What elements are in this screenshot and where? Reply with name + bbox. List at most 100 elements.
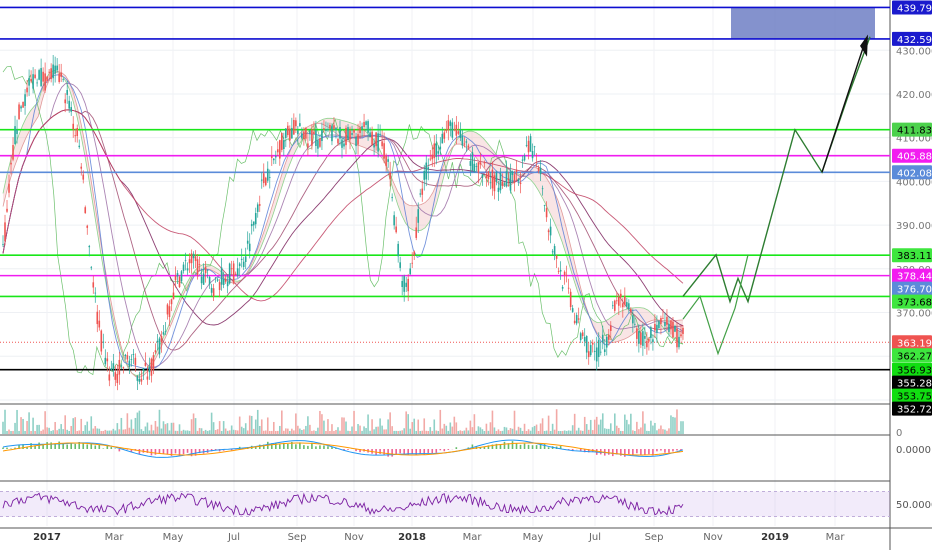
volume-bar [377, 427, 379, 434]
volume-bar [337, 427, 339, 434]
candle-body [155, 350, 157, 352]
candle-body [211, 288, 213, 293]
candle-body [600, 352, 602, 353]
volume-bar [297, 426, 299, 434]
volume-bar [277, 431, 279, 434]
volume-bar [624, 415, 626, 434]
macd-histogram-bar [62, 444, 64, 449]
volume-bar [514, 411, 516, 434]
volume-bar [580, 430, 582, 434]
candle-body [42, 72, 44, 82]
volume-bar [423, 418, 425, 434]
time-tick-label: Nov [344, 532, 364, 543]
candle-body [277, 149, 279, 152]
candle-body [520, 183, 522, 184]
volume-bar [32, 418, 34, 434]
macd-histogram-bar [544, 444, 546, 449]
macd-histogram-bar [648, 449, 650, 454]
candle-body [676, 328, 678, 347]
volume-bar [175, 431, 177, 434]
candle-body [161, 336, 163, 342]
volume-bar [133, 429, 135, 434]
candle-body [638, 331, 640, 344]
volume-bar [429, 427, 431, 434]
volume-bar [544, 431, 546, 434]
price-tag-label: 356.931 [897, 366, 932, 377]
candle-body [544, 205, 546, 206]
volume-bar [526, 431, 528, 434]
volume-bar [283, 431, 285, 434]
candle-body [624, 296, 626, 305]
time-tick-label: Sep [645, 532, 664, 543]
candle-body [339, 127, 341, 138]
candle-body [263, 173, 265, 183]
volume-bar [10, 431, 12, 434]
candle-body [153, 355, 155, 369]
volume-bar [574, 414, 576, 434]
volume-bar [239, 417, 241, 434]
volume-bar [520, 428, 522, 434]
candle-body [590, 345, 592, 355]
volume-bar [107, 431, 109, 434]
volume-bar [315, 431, 317, 434]
candle-body [500, 173, 502, 190]
price-tag: 411.833 [892, 123, 932, 137]
candle-body [644, 336, 646, 339]
candle-body [510, 172, 512, 190]
candle-body [419, 193, 421, 194]
volume-bar [670, 415, 672, 434]
candle-body [417, 209, 419, 223]
volume-bar [680, 421, 682, 434]
volume-bar [189, 431, 191, 434]
candle-body [415, 227, 417, 237]
candle-body [173, 293, 175, 300]
candle-body [536, 162, 538, 163]
volume-bar [405, 411, 407, 434]
candle-body [72, 124, 74, 130]
macd-histogram-bar [70, 443, 72, 449]
candle-body [345, 128, 347, 145]
volume-bar [109, 431, 111, 434]
volume-bar [293, 430, 295, 434]
candle-body [219, 282, 221, 290]
candle-body [612, 305, 614, 306]
candle-body [169, 306, 171, 317]
volume-bar [558, 431, 560, 434]
volume-bar [6, 431, 8, 434]
candle-body [666, 317, 668, 325]
candle-body [18, 104, 20, 119]
price-tag: 363.190 [892, 335, 932, 349]
volume-bar [407, 414, 409, 434]
candle-body [189, 259, 191, 263]
candle-body [163, 332, 165, 334]
candle-body [554, 246, 556, 256]
candle-body [74, 135, 76, 136]
volume-bar [343, 418, 345, 434]
volume-bar [325, 431, 327, 434]
volume-bar [255, 420, 257, 434]
candle-body [642, 331, 644, 346]
volume-bar [229, 430, 231, 434]
volume-bar [113, 429, 115, 434]
volume-bar [640, 427, 642, 434]
price-tag: 439.796 [892, 0, 932, 14]
candle-body [574, 321, 576, 323]
price-tick-label: 390.000 [896, 221, 932, 232]
candle-body [261, 180, 263, 181]
candle-body [409, 268, 411, 274]
volume-bar [94, 426, 96, 434]
volume-bar [458, 431, 460, 434]
time-tick-label: Mar [105, 532, 125, 543]
volume-bar [596, 417, 598, 434]
volume-bar [425, 431, 427, 434]
volume-bar [538, 431, 540, 434]
candle-body [429, 159, 431, 160]
candle-body [664, 322, 666, 326]
volume-bar [345, 422, 347, 434]
macd-pane [2, 440, 683, 457]
candle-body [496, 172, 498, 181]
candle-body [10, 163, 12, 165]
candle-body [58, 73, 60, 81]
candle-body [546, 208, 548, 217]
